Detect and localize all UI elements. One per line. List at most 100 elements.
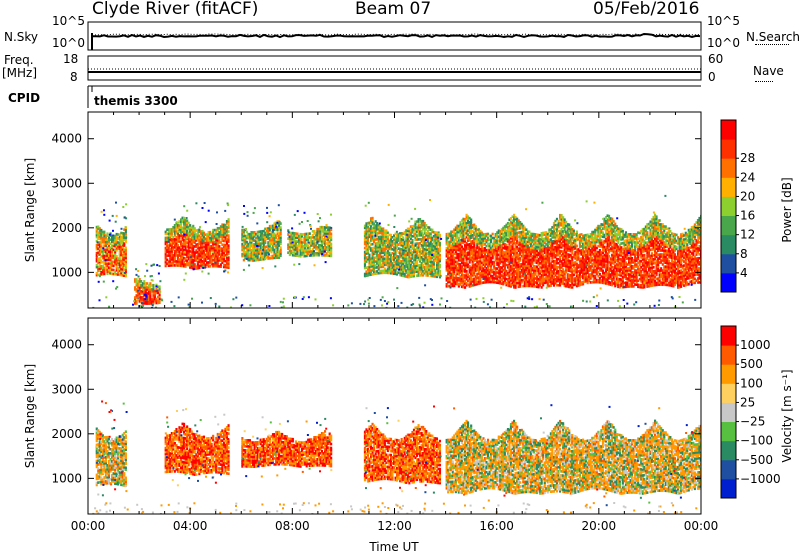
range-cell <box>100 261 103 264</box>
range-cell <box>241 228 244 232</box>
range-cell <box>434 271 437 274</box>
range-cell <box>279 254 282 257</box>
range-cell <box>288 237 291 241</box>
range-cell <box>483 261 487 264</box>
range-cell <box>477 270 480 273</box>
range-cell <box>506 248 510 251</box>
range-cell <box>253 249 256 252</box>
range-cell <box>519 231 522 234</box>
range-cell <box>215 236 218 240</box>
range-cell <box>399 247 402 251</box>
range-cell <box>166 262 169 266</box>
range-cell <box>459 241 462 244</box>
range-cell <box>411 275 414 278</box>
range-cell <box>399 249 402 253</box>
range-cell <box>327 238 330 241</box>
range-cell <box>327 228 330 231</box>
range-cell <box>386 243 389 247</box>
range-cell <box>389 233 393 237</box>
range-cell <box>460 267 464 270</box>
range-cell <box>106 234 109 237</box>
range-cell <box>379 245 382 249</box>
range-cell <box>516 225 519 229</box>
range-cell <box>311 230 314 233</box>
range-cell <box>155 287 158 291</box>
range-cell <box>437 263 440 267</box>
range-cell <box>485 240 488 244</box>
range-cell <box>379 261 382 265</box>
range-cell <box>416 226 419 229</box>
range-cell <box>397 271 400 274</box>
range-cell <box>153 289 157 293</box>
range-cell <box>431 256 434 260</box>
range-cell <box>471 272 474 275</box>
range-cell <box>422 242 425 245</box>
range-cell <box>218 265 221 268</box>
range-cell <box>138 294 141 297</box>
range-cell <box>529 264 533 268</box>
range-cell <box>192 260 195 264</box>
range-cell <box>448 260 451 264</box>
range-cell <box>370 233 373 236</box>
range-cell <box>273 254 276 258</box>
range-cell <box>374 226 377 229</box>
range-cell <box>419 226 422 229</box>
range-cell <box>109 252 112 255</box>
range-cell <box>134 286 137 289</box>
range-cell <box>183 244 186 248</box>
range-cell <box>388 269 391 273</box>
range-cell <box>437 251 440 255</box>
range-cell <box>506 228 510 231</box>
range-cell <box>426 266 429 269</box>
range-cell <box>106 254 109 257</box>
range-cell <box>400 264 403 267</box>
scatter-cell <box>226 255 229 258</box>
range-cell <box>120 247 123 251</box>
range-cell <box>539 248 542 251</box>
range-cell <box>542 283 545 287</box>
range-cell <box>473 251 476 255</box>
range-cell <box>426 230 429 233</box>
range-cell <box>493 236 496 240</box>
range-cell <box>270 232 273 236</box>
range-cell <box>100 267 103 270</box>
range-cell <box>111 262 114 266</box>
range-cell <box>508 284 511 288</box>
range-cell <box>363 242 367 246</box>
range-cell <box>540 234 543 237</box>
range-cell <box>454 238 457 242</box>
range-cell <box>173 228 176 231</box>
range-cell <box>319 229 322 233</box>
range-cell <box>242 232 245 236</box>
range-cell <box>106 268 109 272</box>
range-cell <box>170 230 173 233</box>
range-cell <box>543 249 546 252</box>
range-cell <box>526 284 529 288</box>
range-cell <box>245 236 248 240</box>
range-cell <box>327 242 330 245</box>
range-cell <box>485 262 488 266</box>
range-cell <box>255 252 258 256</box>
range-cell <box>464 226 467 229</box>
range-cell <box>374 244 377 247</box>
range-cell <box>490 270 493 274</box>
range-cell <box>276 228 279 231</box>
range-cell <box>276 246 279 249</box>
range-cell <box>115 247 118 250</box>
range-cell <box>267 247 270 250</box>
range-cell <box>543 267 546 271</box>
range-cell <box>149 288 152 291</box>
range-cell <box>212 262 215 266</box>
range-cell <box>403 254 406 258</box>
range-cell <box>275 228 278 231</box>
range-cell <box>389 261 393 265</box>
scatter-cell <box>330 213 332 216</box>
range-cell <box>221 239 224 242</box>
range-cell <box>153 293 157 297</box>
scatter-cell <box>152 310 154 312</box>
range-cell <box>379 265 382 269</box>
range-cell <box>417 248 420 251</box>
range-cell <box>180 232 183 235</box>
range-cell <box>405 237 408 240</box>
range-cell <box>516 219 519 223</box>
